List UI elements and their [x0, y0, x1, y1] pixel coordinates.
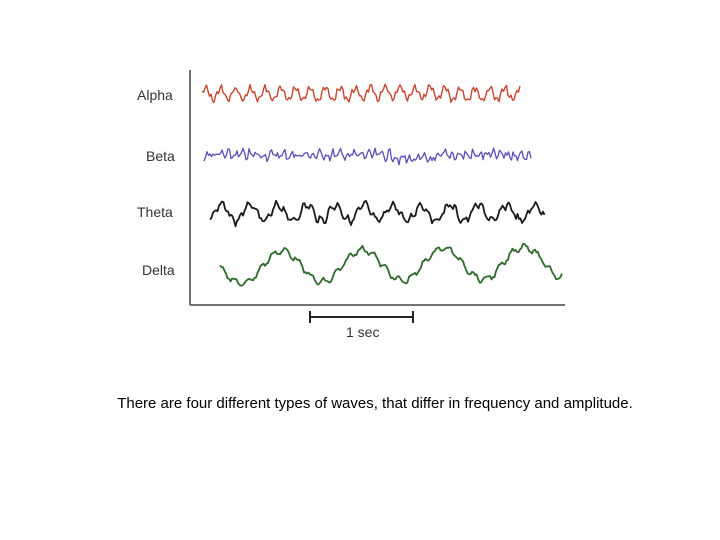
wave-label-alpha: Alpha [137, 87, 173, 103]
scale-bar-label: 1 sec [346, 324, 379, 340]
beta-wave-trace [203, 147, 532, 166]
wave-label-theta: Theta [137, 204, 173, 220]
delta-wave-trace [219, 242, 563, 287]
theta-wave-trace [209, 199, 546, 228]
eeg-wave-diagram: Alpha Beta Theta Delta 1 sec [137, 70, 565, 340]
time-scale-bar [309, 311, 414, 323]
wave-label-beta: Beta [146, 148, 175, 164]
alpha-wave-trace [201, 83, 521, 104]
figure-caption: There are four different types of waves,… [117, 395, 633, 412]
wave-label-delta: Delta [142, 262, 175, 278]
